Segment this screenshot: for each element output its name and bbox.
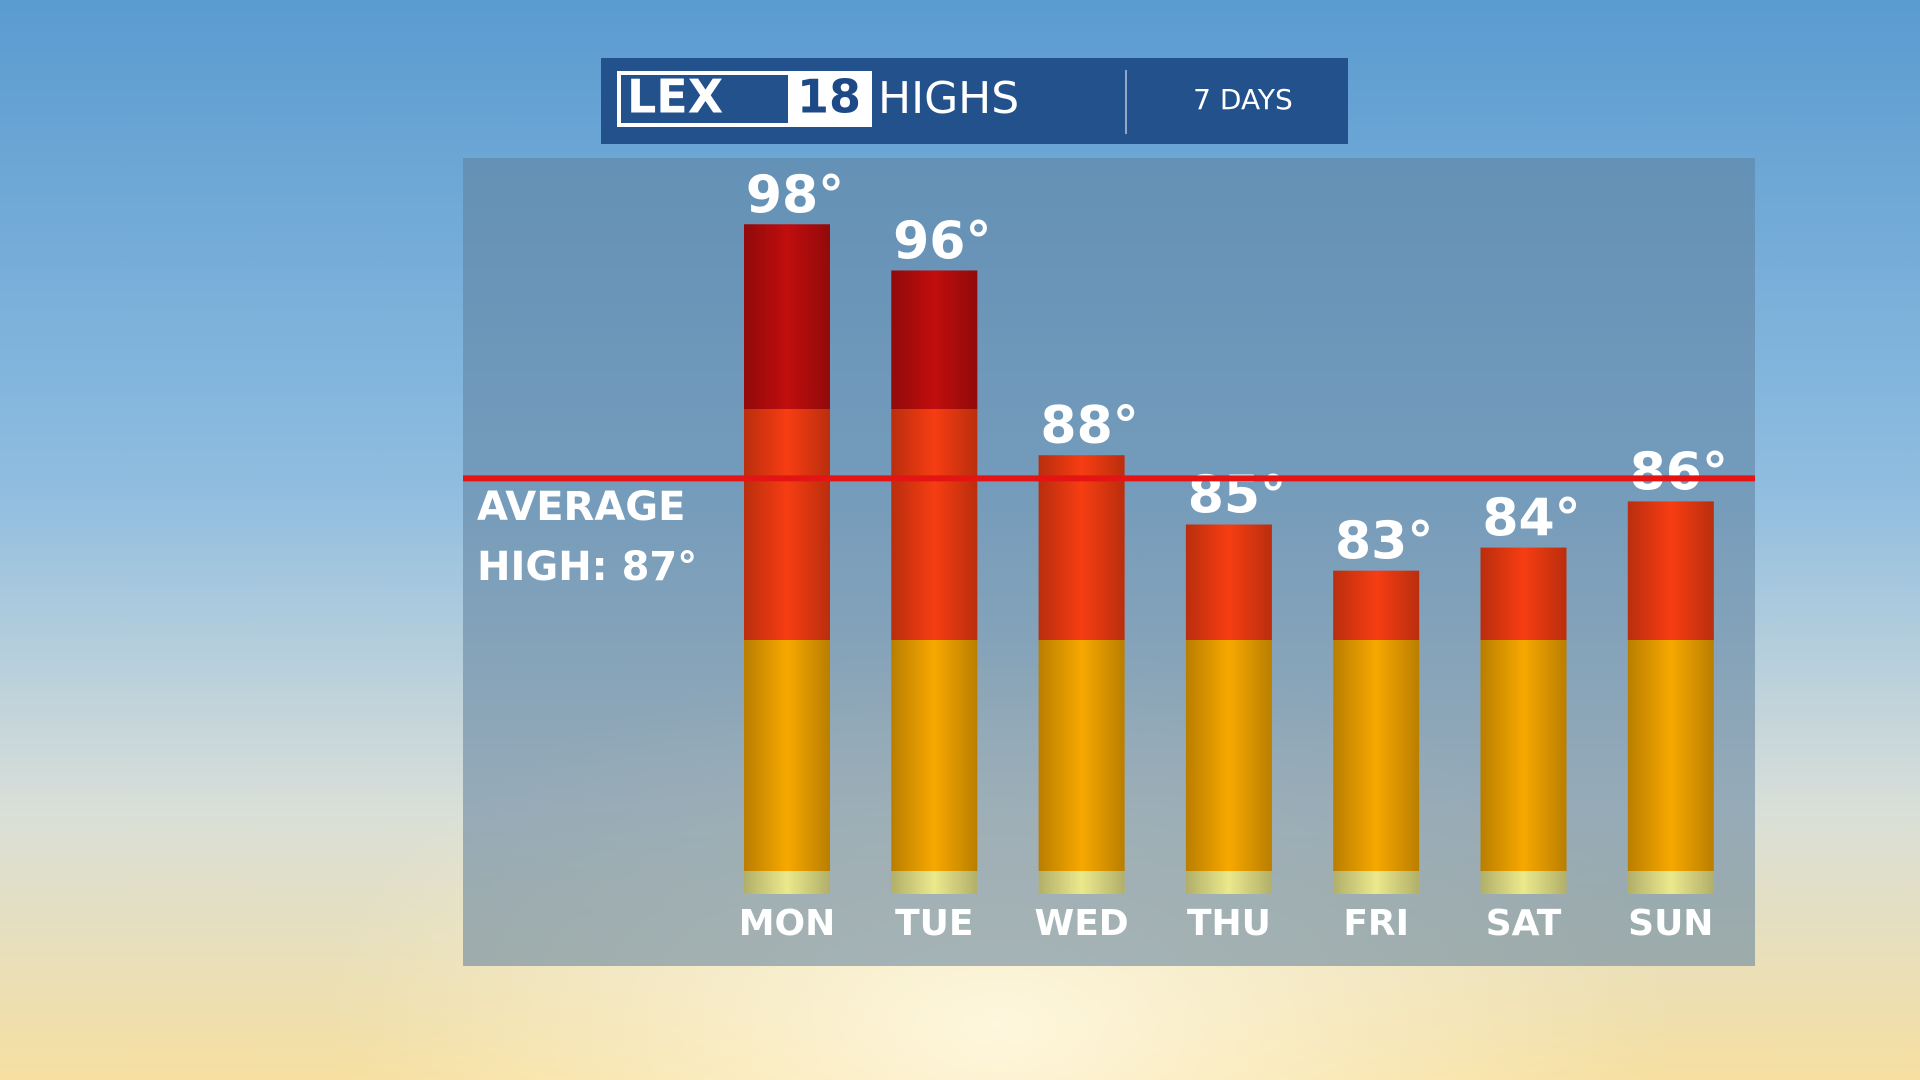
value-label: 86° [1630,442,1728,502]
value-label: 98° [746,165,844,225]
value-label: 96° [893,211,991,271]
bar-shade [1333,570,1420,894]
x-tick-label: THU [1187,903,1271,944]
chart-subtitle: 7 DAYS [1193,83,1293,116]
x-tick-label: SAT [1486,903,1562,944]
logo: LEX [627,70,723,124]
bar-shade [1627,501,1714,894]
x-tick-label: SUN [1628,903,1713,944]
value-label: 84° [1482,489,1580,549]
x-tick-label: TUE [895,903,973,944]
x-tick-label: MON [739,903,836,944]
bar-shade [1480,547,1567,894]
logo-number: 18 [797,70,861,124]
chart-title: HIGHS [878,73,1019,124]
reference-label: AVERAGE [477,484,685,530]
bar-shade [891,270,978,894]
bar-shade [744,224,830,894]
logo-number-box [788,73,870,125]
bar-shade [1038,455,1125,894]
value-label: 85° [1188,466,1286,526]
bar-shade [1185,524,1272,894]
reference-label: HIGH: 87° [477,544,697,590]
value-label: 83° [1335,512,1433,572]
x-tick-label: WED [1035,903,1129,944]
x-tick-label: FRI [1343,903,1409,944]
value-label: 88° [1040,396,1138,456]
